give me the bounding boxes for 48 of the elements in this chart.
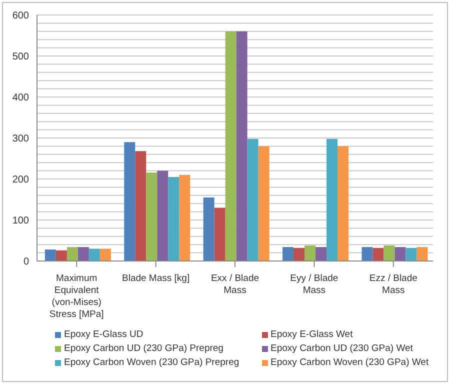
x-tick-label: Blade Mass [kg] (122, 273, 190, 284)
bar (316, 247, 327, 261)
legend-label: Epoxy Carbon UD (230 GPa) Wet (270, 343, 414, 354)
legend-label: Epoxy E-Glass Wet (270, 329, 354, 340)
y-tick-label: 400 (12, 92, 30, 104)
bar (294, 248, 305, 261)
bar (157, 170, 168, 261)
bar (362, 247, 373, 261)
bar (247, 138, 258, 261)
bar (372, 248, 384, 261)
y-tick-label: 100 (12, 216, 30, 227)
bar (146, 172, 158, 261)
x-tick-label: Exx / Blade Mass (210, 273, 260, 296)
y-tick-label: 0 (23, 256, 30, 268)
bar (304, 245, 316, 261)
bar (179, 174, 190, 261)
legend-label: Epoxy Carbon Woven (230 GPa) Prepreg (63, 357, 240, 368)
y-tick-label: 500 (12, 52, 30, 63)
x-tick-label: Ezz / Blade Mass (369, 273, 418, 296)
bar (203, 197, 214, 261)
bar (406, 248, 417, 261)
legend-label: Epoxy E-Glass UD (63, 329, 144, 340)
bar (326, 138, 338, 261)
bar (236, 31, 248, 261)
bar (56, 250, 67, 261)
bar (338, 146, 349, 261)
bar (225, 31, 236, 261)
bar (44, 250, 56, 261)
bar (416, 247, 428, 261)
legend-label: Epoxy Carbon Woven (230 GPa) Wet (270, 357, 430, 368)
bar (394, 247, 406, 261)
bar (124, 142, 136, 261)
x-tick-label: Maximum Equivalent (von-Mises) Stress [MPa] (49, 273, 104, 320)
y-tick-label: 300 (12, 134, 30, 145)
bar (384, 245, 395, 261)
bar (168, 176, 180, 261)
y-tick-label: 600 (12, 10, 30, 22)
legend-label: Epoxy Carbon UD (230 GPa) Prepreg (63, 343, 224, 354)
bar (214, 208, 226, 261)
x-tick-label: Eyy / Blade Mass (290, 273, 338, 296)
bar (88, 248, 100, 261)
bar (135, 151, 146, 261)
bar (282, 247, 294, 261)
y-tick-label: 200 (12, 174, 30, 186)
bar (66, 247, 78, 261)
bar (78, 247, 89, 261)
bar (258, 146, 270, 261)
bar (100, 248, 111, 261)
